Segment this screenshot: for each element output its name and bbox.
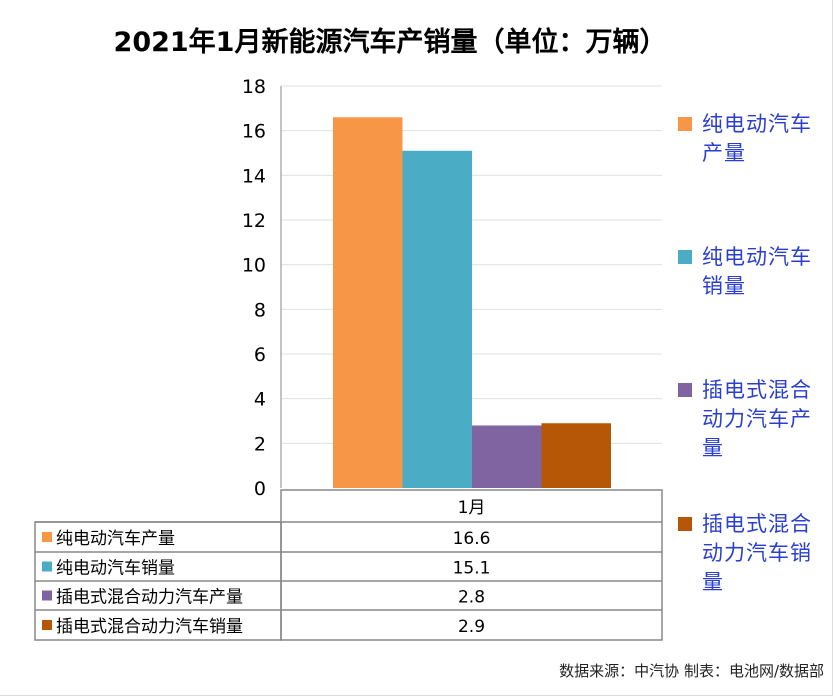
source-note: 数据来源：中汽协 制表：电池网/数据部 [559,662,824,680]
legend-swatch [678,117,692,131]
table-value: 2.9 [458,617,485,637]
bar [402,150,472,488]
y-tick-label: 4 [254,389,266,411]
table-row-label: 插电式混合动力汽车产量 [56,588,243,608]
legend-item: 纯电动汽车销量 [678,243,828,301]
table-value: 15.1 [453,559,491,579]
legend-item: 插电式混合动力汽车销量 [678,510,828,597]
bar [333,117,403,489]
y-tick-label: 18 [242,76,266,98]
y-tick-label: 8 [254,299,266,321]
y-tick-label: 10 [242,255,266,277]
legend-label: 插电式混合动力汽车产量 [702,378,812,460]
legend-swatch [678,250,692,264]
bar [472,425,542,488]
y-tick-label: 2 [254,433,266,455]
chart-title: 2021年1月新能源汽车产销量（单位：万辆） [113,27,667,58]
legend-label: 插电式混合动力汽车销量 [702,512,812,594]
table-legend-swatch [42,620,52,630]
legend-item: 插电式混合动力汽车产量 [678,376,828,463]
table-row-label: 纯电动汽车产量 [56,529,175,549]
table-legend-swatch [42,532,52,542]
legend-label: 纯电动汽车产量 [702,112,812,165]
y-tick-label: 12 [242,210,266,232]
table-legend-swatch [42,561,52,572]
y-tick-label: 0 [254,478,266,500]
table-row-label: 插电式混合动力汽车销量 [56,617,243,637]
y-tick-label: 6 [254,344,266,366]
table-value: 16.6 [453,529,491,549]
legend-swatch [678,517,692,531]
legend-item: 纯电动汽车产量 [678,110,828,168]
legend-label: 纯电动汽车销量 [702,245,812,298]
table-legend-swatch [42,590,52,601]
y-tick-label: 16 [242,121,266,143]
legend-swatch [678,383,692,397]
table-header-category: 1月 [458,498,486,518]
table-value: 2.8 [458,588,485,608]
table-row-label: 纯电动汽车销量 [56,559,175,579]
bar [541,423,611,488]
y-tick-label: 14 [242,165,266,187]
